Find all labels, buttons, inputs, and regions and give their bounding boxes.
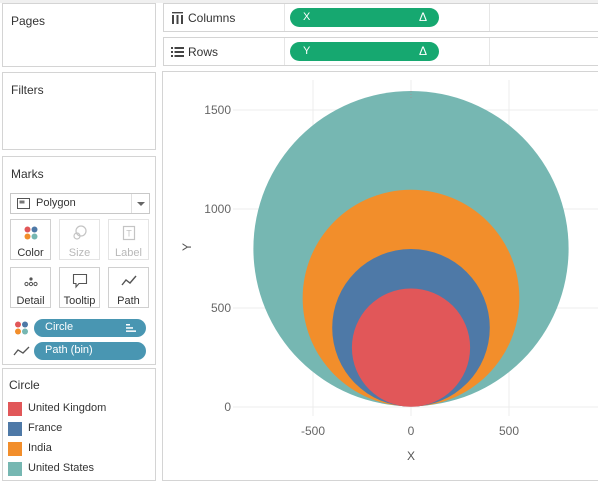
delta-icon: Δ: [418, 10, 427, 24]
legend-swatch: [8, 402, 22, 416]
shelf-divider: [284, 4, 285, 31]
legend-swatch: [8, 462, 22, 476]
circle-legend: Circle United Kingdom France India Unite…: [2, 368, 156, 481]
y-tick-label: 1000: [204, 202, 231, 216]
filters-title: Filters: [11, 83, 44, 97]
path-bin-field-row: Path (bin): [13, 342, 148, 360]
label-button-label: Label: [115, 247, 142, 259]
mark-type-dropdown[interactable]: Polygon: [10, 193, 150, 214]
legend-label: United States: [28, 462, 95, 474]
y-tick-label: 500: [211, 301, 231, 315]
y-axis-title: Y: [180, 243, 194, 251]
label-button[interactable]: T Label: [108, 219, 149, 260]
x-tick-label: -500: [301, 424, 325, 438]
chart-view[interactable]: 0 500 1000 1500 -500 0 500 X Y: [162, 71, 598, 481]
pages-card: Pages: [2, 3, 156, 67]
y-pill[interactable]: Y Δ: [290, 42, 439, 61]
label-icon: T: [122, 225, 136, 241]
pages-title: Pages: [11, 14, 46, 28]
circle-chart[interactable]: 0 500 1000 1500 -500 0 500 X Y: [163, 72, 598, 482]
legend-swatch: [8, 422, 22, 436]
tooltip-button-label: Tooltip: [63, 295, 96, 307]
color-button-label: Color: [17, 247, 44, 259]
top-strip: [0, 0, 598, 3]
shelf-divider: [284, 38, 285, 65]
tooltip-button[interactable]: Tooltip: [59, 267, 100, 308]
color-button[interactable]: Color: [10, 219, 51, 260]
columns-shelf[interactable]: Columns X Δ: [163, 3, 598, 32]
sort-descending-icon: [126, 324, 136, 332]
path-button[interactable]: Path: [108, 267, 149, 308]
rows-shelf[interactable]: Rows Y Δ: [163, 37, 598, 66]
color-dots-icon: [15, 321, 28, 335]
x-axis-title: X: [407, 449, 415, 463]
path-icon: [13, 346, 30, 356]
path-button-label: Path: [117, 295, 140, 307]
chevron-down-icon[interactable]: [131, 194, 149, 213]
x-pill-label: X: [303, 11, 311, 23]
circle-mark[interactable]: [351, 288, 471, 407]
path-bin-pill-label: Path (bin): [45, 344, 93, 356]
filters-card: Filters: [2, 72, 156, 150]
circle-pill-label: Circle: [45, 321, 74, 333]
columns-label: Columns: [188, 11, 236, 25]
circle-pill[interactable]: Circle: [34, 319, 146, 337]
legend-label: United Kingdom: [28, 402, 107, 414]
x-tick-label: 0: [408, 424, 415, 438]
legend-label: India: [28, 442, 52, 454]
rows-label: Rows: [188, 45, 219, 59]
svg-text:T: T: [126, 229, 132, 239]
legend-title: Circle: [9, 378, 40, 392]
y-tick-label: 0: [224, 400, 231, 414]
legend-swatch: [8, 442, 22, 456]
marks-title: Marks: [11, 167, 44, 181]
detail-dots-icon: [24, 277, 38, 287]
x-tick-label: 500: [499, 424, 519, 438]
detail-button[interactable]: Detail: [10, 267, 51, 308]
marks-card: Marks Polygon Color Size T Label: [2, 156, 156, 365]
circle-field-row: Circle: [13, 319, 148, 337]
shelf-divider: [489, 4, 490, 31]
size-button-label: Size: [68, 247, 91, 259]
size-icon: [73, 225, 87, 240]
y-tick-label: 1500: [204, 103, 231, 117]
detail-button-label: Detail: [16, 295, 45, 307]
y-pill-label: Y: [303, 45, 311, 57]
columns-icon: [172, 12, 183, 24]
color-dots-icon: [24, 226, 38, 240]
path-icon: [121, 275, 137, 286]
mark-type-label: Polygon: [36, 197, 76, 209]
polygon-icon: [17, 198, 30, 209]
tooltip-icon: [72, 273, 88, 289]
size-button[interactable]: Size: [59, 219, 100, 260]
x-pill[interactable]: X Δ: [290, 8, 439, 27]
path-bin-pill[interactable]: Path (bin): [34, 342, 146, 360]
shelf-divider: [489, 38, 490, 65]
legend-label: France: [28, 422, 63, 434]
delta-icon: Δ: [418, 44, 427, 58]
rows-icon: [171, 47, 184, 57]
